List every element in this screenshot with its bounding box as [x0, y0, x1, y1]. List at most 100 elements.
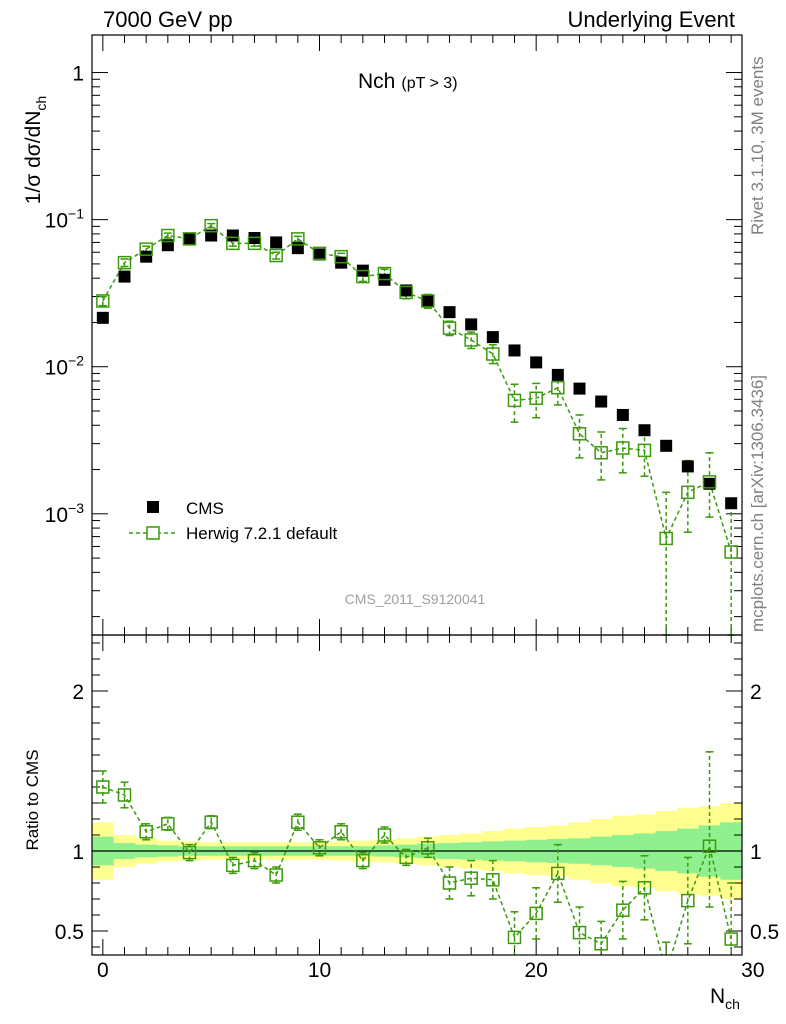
herwig-point — [247, 236, 262, 251]
herwig-point — [226, 236, 240, 251]
cms-point — [313, 248, 326, 261]
herwig-point — [291, 232, 305, 246]
ratio-herwig-point — [161, 817, 175, 831]
ratio-y-tick-label-right: 1 — [750, 841, 762, 864]
herwig-point — [442, 321, 457, 335]
cms-point — [421, 294, 434, 307]
herwig-point — [637, 443, 652, 458]
cms-point — [530, 356, 543, 369]
herwig-point — [507, 393, 522, 408]
legend-cms-label: CMS — [186, 499, 224, 518]
herwig-point — [529, 391, 543, 406]
herwig-point — [551, 380, 565, 395]
ratio-herwig-point — [572, 925, 587, 940]
cms-point — [270, 236, 283, 249]
herwig-point — [486, 347, 500, 361]
herwig-point — [96, 294, 110, 308]
ratio-herwig-point — [182, 845, 197, 860]
main-y-axis-label-sub: ch — [33, 96, 49, 111]
cms-point — [96, 311, 109, 324]
cms-point — [443, 306, 456, 319]
cms-point — [638, 424, 651, 437]
ratio-herwig-point — [247, 853, 262, 868]
ratio-herwig-point — [399, 850, 413, 865]
cms-point — [681, 460, 694, 473]
ratio-herwig-point — [117, 788, 132, 802]
ratio-herwig-point — [312, 841, 327, 855]
ratio-y-tick-label: 2 — [72, 681, 84, 704]
ratio-herwig-point — [421, 841, 435, 855]
main-plot-marks — [96, 218, 738, 636]
herwig-point — [334, 249, 348, 264]
legend-herwig-marker — [146, 526, 160, 540]
y-tick-label: 10−3 — [45, 500, 85, 527]
chart-title-main: Nch — [358, 70, 395, 93]
cms-point — [140, 250, 153, 263]
herwig-point — [681, 485, 695, 500]
herwig-point — [572, 427, 587, 441]
ratio-herwig-point — [681, 893, 695, 908]
main-plot-frame — [91, 34, 743, 636]
herwig-point — [182, 232, 197, 246]
ratio-herwig-point — [464, 871, 478, 885]
ratio-herwig-point — [356, 853, 370, 868]
ratio-herwig-point — [204, 815, 218, 829]
main-plot-ticks: 1 10−1 10−2 10−3 — [45, 35, 742, 635]
rivet-version-label: Rivet 3.1.10, 3M events — [748, 56, 767, 235]
ratio-herwig-point — [226, 858, 240, 873]
x-tick-label: 30 — [741, 959, 764, 982]
ratio-herwig-point — [660, 967, 672, 979]
header-right: Underlying Event — [567, 7, 735, 32]
herwig-point — [377, 266, 392, 281]
main-plot: 1 10−1 10−2 10−3 Nch (pT > 3) 1/σ dσ/dNch CM… — [22, 34, 743, 636]
herwig-point — [399, 285, 413, 300]
ratio-herwig-point — [442, 876, 457, 890]
herwig-point — [421, 294, 435, 308]
herwig-point — [594, 446, 608, 460]
cms-point — [508, 344, 521, 357]
chart-title-sub: (pT > 3) — [401, 75, 457, 92]
legend-herwig-label: Herwig 7.2.1 default — [186, 524, 337, 543]
cms-point — [703, 477, 716, 490]
cms-point — [595, 395, 608, 408]
legend: CMS Herwig 7.2.1 default — [129, 499, 337, 543]
cms-point — [660, 439, 673, 452]
ratio-plot-ticks: 0.5 0.51 12 20 10 20 30 — [55, 635, 779, 982]
chart-title: Nch (pT > 3) — [358, 70, 458, 93]
ratio-herwig-point — [616, 903, 630, 917]
ratio-herwig-point — [377, 828, 392, 842]
ratio-herwig-point — [269, 868, 283, 882]
cms-point — [400, 284, 413, 297]
ratio-herwig-point — [334, 825, 348, 839]
main-y-axis-label: 1/σ dσ/dNch — [22, 96, 49, 204]
herwig-point — [312, 246, 327, 261]
ratio-y-tick-label: 0.5 — [55, 921, 84, 944]
ratio-y-tick-label-right: 0.5 — [750, 921, 779, 944]
x-axis-label-main: N — [710, 985, 725, 1008]
ratio-y-axis-label: Ratio to CMS — [23, 749, 42, 850]
y-tick-label: 10−1 — [45, 206, 85, 233]
legend-cms-marker — [147, 501, 159, 513]
x-tick-label: 10 — [308, 959, 331, 982]
herwig-point — [659, 531, 673, 546]
watermark: CMS_2011_S9120041 — [345, 591, 486, 607]
ratio-herwig-point — [507, 930, 522, 945]
x-axis-label: Nch — [710, 985, 740, 1012]
ratio-herwig-point — [139, 825, 153, 839]
herwig-point — [117, 255, 132, 270]
y-tick-label: 1 — [72, 63, 84, 86]
x-tick-label: 20 — [524, 959, 547, 982]
herwig-point — [204, 218, 218, 233]
cms-point — [226, 229, 239, 242]
ratio-herwig-point — [637, 881, 652, 895]
cms-point — [725, 497, 738, 510]
ratio-herwig-point — [96, 780, 110, 794]
cms-point — [183, 232, 196, 245]
ratio-herwig-point — [551, 866, 565, 881]
ratio-herwig-point — [486, 873, 500, 887]
herwig-point — [616, 441, 630, 455]
cms-point — [118, 270, 131, 283]
ratio-herwig-line — [102, 786, 732, 955]
ratio-plot: 0.5 0.51 12 20 10 20 30 Ratio to CMS Nch — [23, 634, 779, 1012]
